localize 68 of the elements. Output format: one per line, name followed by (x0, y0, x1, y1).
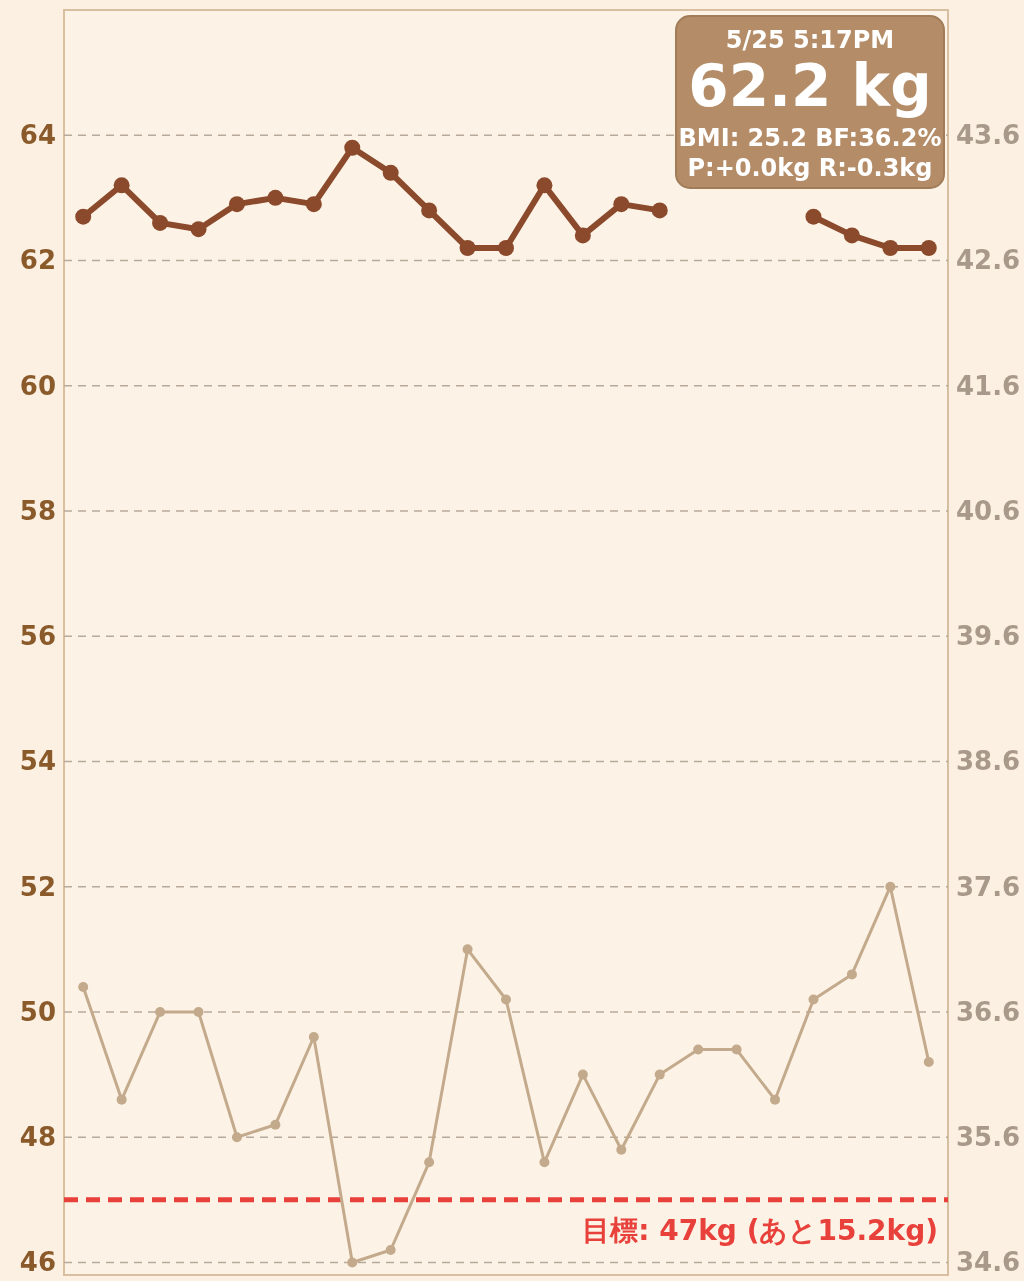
y-tick-label: 56 (19, 621, 56, 652)
point (613, 196, 630, 213)
point (190, 221, 207, 238)
annotation: 62.2 kg (688, 52, 932, 120)
y2-tick-label: 40.6 (956, 495, 1021, 526)
point (882, 239, 899, 256)
point (385, 1244, 396, 1255)
y2-tick-label: 41.6 (956, 370, 1021, 401)
y2-tick-label: 39.6 (956, 621, 1021, 652)
point (421, 202, 438, 219)
annotation: 5/25 5:17PM (725, 26, 895, 54)
point (885, 881, 896, 892)
y-tick-label: 46 (19, 1247, 56, 1278)
point (155, 1006, 166, 1017)
point (501, 994, 511, 1005)
point (116, 1094, 127, 1105)
y-tick-label: 52 (19, 871, 56, 902)
point (923, 1057, 934, 1068)
y2-tick-label: 43.6 (956, 120, 1021, 151)
point (152, 214, 169, 231)
point (462, 944, 473, 955)
point (651, 202, 668, 219)
y2-tick-label: 36.6 (956, 996, 1021, 1027)
point (731, 1044, 742, 1055)
ref-line-label: 目標: 47kg (あと15.2kg) (582, 1213, 938, 1247)
point (305, 196, 322, 213)
point (843, 227, 860, 244)
y-tick-label: 64 (19, 120, 56, 151)
point (267, 189, 284, 206)
point (344, 139, 361, 156)
point (308, 1032, 319, 1043)
y-tick-label: 60 (19, 370, 56, 401)
y2-tick-label: 37.6 (956, 871, 1021, 902)
point (75, 208, 92, 225)
point (424, 1157, 435, 1168)
y-tick-label: 62 (19, 245, 56, 276)
point (574, 227, 591, 244)
y-tick-label: 50 (19, 996, 56, 1027)
point (616, 1144, 627, 1155)
y-tick-label: 58 (19, 495, 56, 526)
point (920, 239, 937, 256)
annotation: P:+0.0kg R:-0.3kg (687, 154, 933, 182)
y2-tick-label: 35.6 (956, 1122, 1021, 1153)
annotation: BMI: 25.2 BF:36.2% (678, 124, 942, 152)
point (193, 1006, 204, 1017)
y2-tick-label: 42.6 (956, 245, 1021, 276)
point (498, 239, 514, 256)
point (693, 1044, 704, 1055)
y-tick-label: 54 (19, 746, 56, 777)
y-tick-label: 48 (19, 1122, 56, 1153)
y2-tick-label: 34.6 (956, 1247, 1021, 1278)
point (654, 1069, 665, 1080)
point (113, 177, 130, 194)
point (846, 969, 857, 980)
point (459, 239, 476, 256)
y2-tick-label: 38.6 (956, 746, 1021, 777)
point (536, 177, 553, 194)
point (78, 981, 89, 992)
point (805, 208, 822, 225)
point (577, 1069, 588, 1080)
point (770, 1094, 781, 1105)
point (270, 1119, 281, 1130)
point (228, 196, 245, 213)
point (808, 994, 819, 1005)
point (347, 1257, 358, 1268)
point (382, 164, 399, 181)
point (539, 1157, 550, 1168)
point (231, 1132, 242, 1143)
